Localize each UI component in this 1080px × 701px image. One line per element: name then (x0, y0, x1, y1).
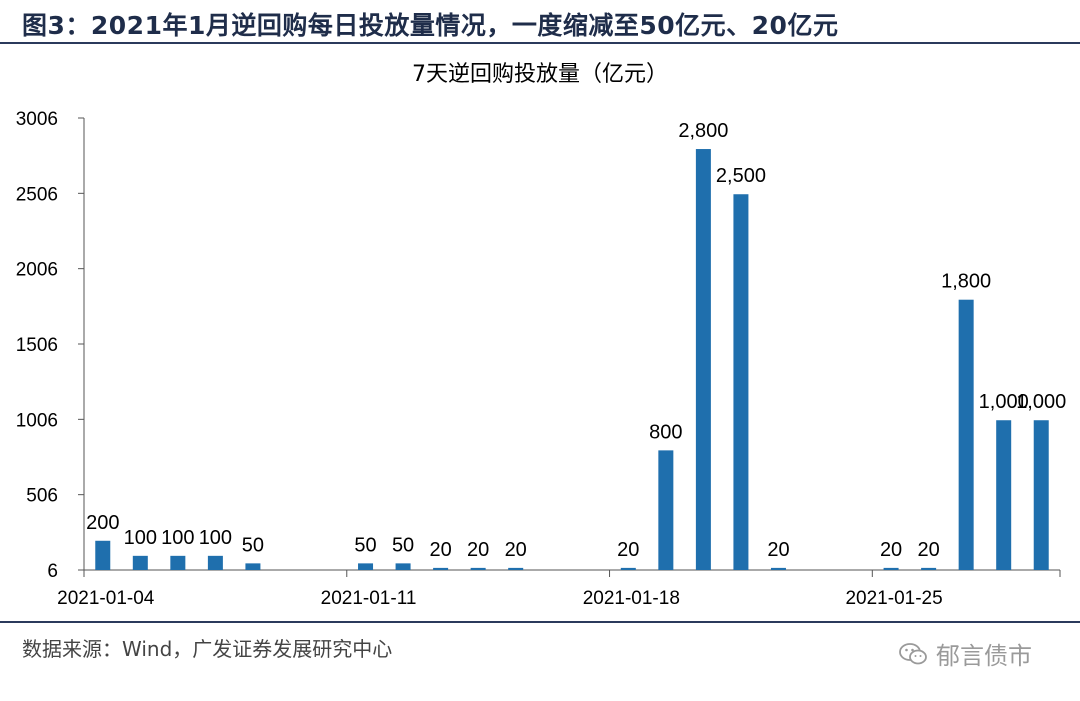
chart-title: 7天逆回购投放量（亿元） (412, 62, 668, 87)
y-tick-label: 3006 (16, 109, 58, 130)
title-rule (0, 42, 1080, 44)
bar (658, 450, 674, 570)
data-label: 1,000 (1016, 391, 1066, 413)
data-label: 50 (242, 534, 264, 556)
bar (395, 563, 411, 570)
bar (132, 555, 148, 570)
data-label: 20 (880, 539, 902, 561)
y-tick-label: 2006 (16, 260, 58, 281)
bar (245, 563, 261, 570)
watermark-text: 郁言债市 (936, 642, 1032, 670)
y-tick-label: 506 (26, 486, 58, 507)
data-label: 1,800 (941, 271, 991, 293)
y-tick-label: 6 (47, 561, 58, 582)
bar (996, 420, 1012, 570)
bar (358, 563, 374, 570)
bar (733, 194, 749, 570)
data-label: 100 (124, 527, 157, 549)
data-label: 100 (161, 527, 194, 549)
y-tick-label: 1506 (16, 335, 58, 356)
x-tick-label: 2021-01-18 (583, 588, 680, 609)
figure-title: 图3：2021年1月逆回购每日投放量情况，一度缩减至50亿元、20亿元 (22, 11, 839, 40)
data-label: 2,800 (678, 120, 728, 142)
bar (921, 567, 937, 570)
bar (620, 567, 636, 570)
bar (433, 567, 449, 570)
wechat-icon (899, 642, 927, 664)
data-label: 50 (354, 534, 376, 556)
data-label: 20 (617, 539, 639, 561)
bar (170, 555, 186, 570)
data-label: 200 (86, 512, 119, 534)
y-tick-label: 2506 (16, 184, 58, 205)
y-tick-label: 1006 (16, 410, 58, 431)
data-label: 20 (505, 539, 527, 561)
bar (95, 540, 111, 570)
source-note: 数据来源：Wind，广发证券发展研究中心 (22, 637, 393, 661)
watermark: 郁言债市 (898, 636, 1032, 671)
x-tick-label: 2021-01-04 (57, 588, 155, 609)
data-label: 20 (429, 539, 451, 561)
data-label: 100 (199, 527, 232, 549)
source-rule (0, 621, 1080, 623)
x-tick-label: 2021-01-25 (845, 588, 942, 609)
bar (470, 567, 486, 570)
data-label: 20 (467, 539, 489, 561)
bar (770, 567, 786, 570)
bar (958, 299, 974, 570)
bar (695, 149, 711, 570)
bar (883, 567, 899, 570)
data-label: 2,500 (716, 165, 766, 187)
x-tick-label: 2021-01-11 (321, 588, 417, 609)
data-label: 50 (392, 534, 414, 556)
data-label: 20 (917, 539, 939, 561)
bar (508, 567, 524, 570)
bar (1033, 420, 1049, 570)
bar (207, 555, 223, 570)
data-label: 20 (767, 539, 789, 561)
data-label: 1,000 (979, 391, 1029, 413)
data-label: 800 (649, 421, 682, 443)
